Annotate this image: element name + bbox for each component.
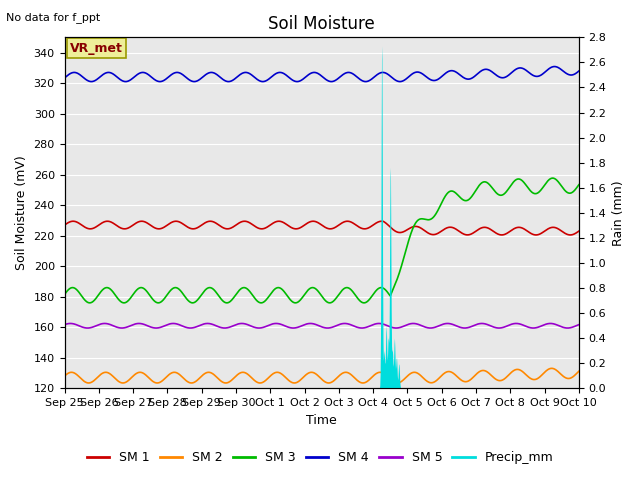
Title: Soil Moisture: Soil Moisture <box>268 15 375 33</box>
Y-axis label: Rain (mm): Rain (mm) <box>612 180 625 246</box>
X-axis label: Time: Time <box>307 414 337 427</box>
Y-axis label: Soil Moisture (mV): Soil Moisture (mV) <box>15 156 28 270</box>
Text: VR_met: VR_met <box>70 41 122 55</box>
Legend: SM 1, SM 2, SM 3, SM 4, SM 5, Precip_mm: SM 1, SM 2, SM 3, SM 4, SM 5, Precip_mm <box>81 446 559 469</box>
Text: No data for f_ppt: No data for f_ppt <box>6 12 100 23</box>
